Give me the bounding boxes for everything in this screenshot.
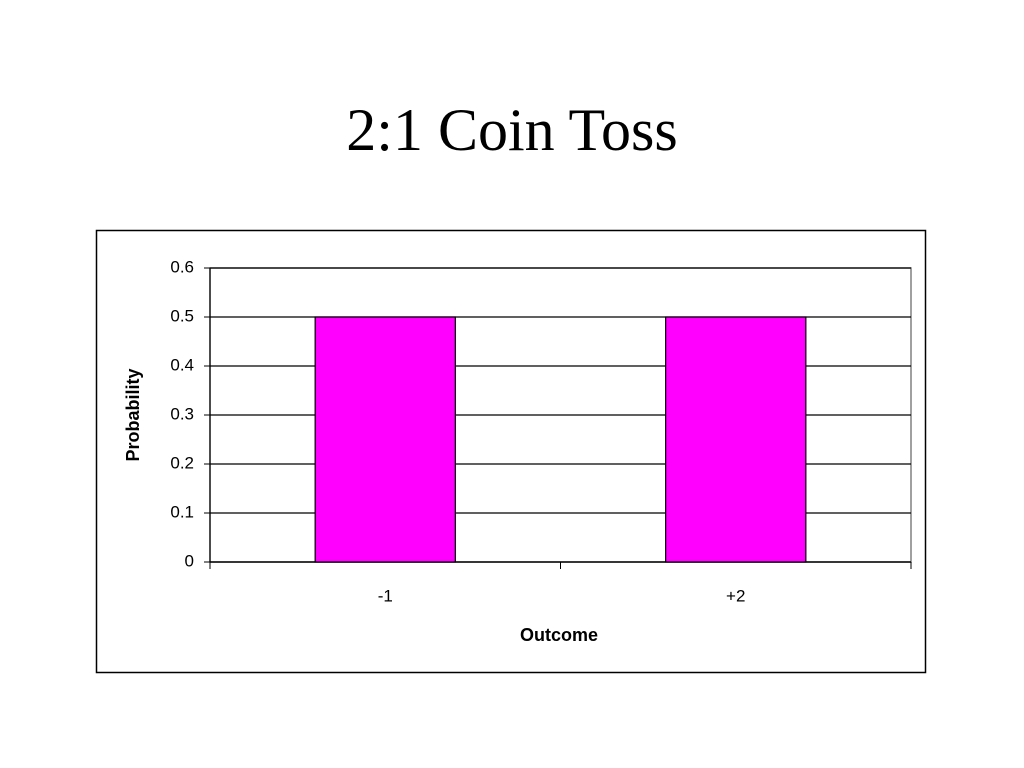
y-axis-title: Probability xyxy=(123,368,143,461)
y-tick-label: 0.5 xyxy=(170,306,194,325)
y-tick-label: 0.1 xyxy=(170,502,194,521)
chart-title: 2:1 Coin Toss xyxy=(346,97,677,163)
x-tick-label: -1 xyxy=(378,586,393,605)
chart-frame xyxy=(95,229,927,674)
y-tick-label: 0.4 xyxy=(170,355,194,374)
bar xyxy=(314,316,456,563)
x-axis-title: Outcome xyxy=(520,625,598,645)
y-tick-label: 0.2 xyxy=(170,453,194,472)
x-tick-label: +2 xyxy=(726,586,745,605)
bar xyxy=(665,316,807,563)
y-tick-label: 0 xyxy=(185,551,194,570)
y-tick-label: 0.3 xyxy=(170,404,194,423)
y-tick-label: 0.6 xyxy=(170,257,194,276)
